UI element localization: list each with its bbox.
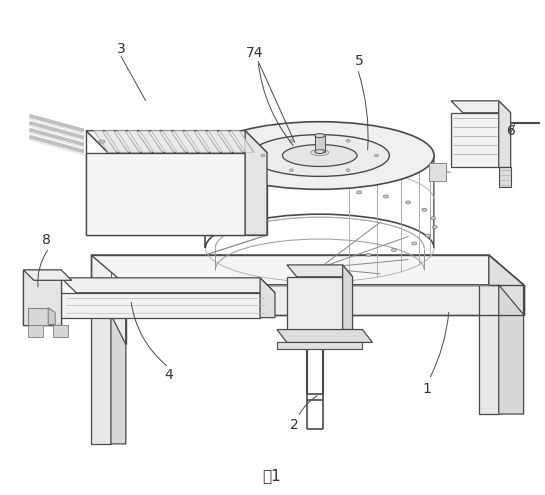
Text: 4: 4	[164, 368, 173, 382]
Text: 5: 5	[355, 54, 364, 68]
Polygon shape	[151, 131, 173, 152]
Polygon shape	[91, 285, 524, 315]
Ellipse shape	[411, 242, 417, 245]
Polygon shape	[277, 330, 372, 343]
Polygon shape	[451, 101, 511, 113]
Text: 1: 1	[423, 382, 432, 396]
Text: 图1: 图1	[263, 468, 281, 483]
Polygon shape	[245, 131, 267, 235]
Polygon shape	[451, 113, 499, 167]
Polygon shape	[220, 131, 242, 152]
Polygon shape	[429, 163, 446, 181]
Polygon shape	[499, 101, 511, 167]
Ellipse shape	[282, 145, 357, 166]
Ellipse shape	[99, 140, 105, 143]
Polygon shape	[499, 167, 511, 187]
Polygon shape	[315, 136, 325, 151]
Polygon shape	[61, 293, 260, 318]
Ellipse shape	[426, 234, 431, 237]
Polygon shape	[287, 277, 343, 330]
Polygon shape	[197, 131, 219, 152]
Polygon shape	[91, 315, 111, 444]
Text: 74: 74	[246, 46, 264, 60]
Polygon shape	[91, 255, 524, 285]
Ellipse shape	[405, 201, 410, 204]
Ellipse shape	[432, 226, 437, 229]
Ellipse shape	[250, 135, 389, 176]
Polygon shape	[489, 255, 524, 315]
Polygon shape	[260, 278, 275, 318]
Text: 8: 8	[42, 233, 51, 247]
Polygon shape	[185, 131, 208, 152]
Polygon shape	[208, 131, 231, 152]
Polygon shape	[277, 343, 362, 349]
Polygon shape	[23, 270, 61, 325]
Ellipse shape	[289, 140, 293, 142]
Ellipse shape	[261, 154, 265, 157]
Polygon shape	[128, 131, 150, 152]
Ellipse shape	[289, 169, 293, 171]
Ellipse shape	[384, 195, 389, 198]
Ellipse shape	[346, 169, 350, 171]
Polygon shape	[91, 255, 111, 315]
Polygon shape	[23, 270, 71, 280]
Polygon shape	[343, 265, 353, 330]
Polygon shape	[94, 131, 116, 152]
Ellipse shape	[431, 217, 436, 220]
Text: 3: 3	[117, 42, 125, 56]
Polygon shape	[499, 285, 524, 414]
Ellipse shape	[366, 253, 371, 256]
Polygon shape	[174, 131, 196, 152]
Ellipse shape	[346, 140, 350, 142]
Polygon shape	[479, 285, 499, 414]
Ellipse shape	[391, 248, 396, 251]
Polygon shape	[86, 131, 267, 152]
Ellipse shape	[374, 154, 378, 157]
Polygon shape	[117, 131, 139, 152]
Text: 6: 6	[507, 124, 516, 138]
Polygon shape	[49, 308, 55, 325]
Ellipse shape	[315, 149, 325, 153]
Polygon shape	[105, 131, 128, 152]
Ellipse shape	[315, 134, 325, 138]
Ellipse shape	[205, 122, 434, 189]
Polygon shape	[91, 285, 126, 345]
Polygon shape	[287, 265, 353, 277]
Polygon shape	[28, 308, 49, 325]
Polygon shape	[61, 278, 275, 293]
Text: 2: 2	[290, 418, 299, 432]
Polygon shape	[28, 325, 43, 338]
Polygon shape	[111, 315, 126, 444]
Polygon shape	[53, 325, 68, 338]
Polygon shape	[140, 131, 162, 152]
Polygon shape	[162, 131, 185, 152]
Ellipse shape	[356, 191, 362, 194]
Polygon shape	[86, 152, 245, 235]
Polygon shape	[231, 131, 253, 152]
Ellipse shape	[422, 208, 427, 211]
